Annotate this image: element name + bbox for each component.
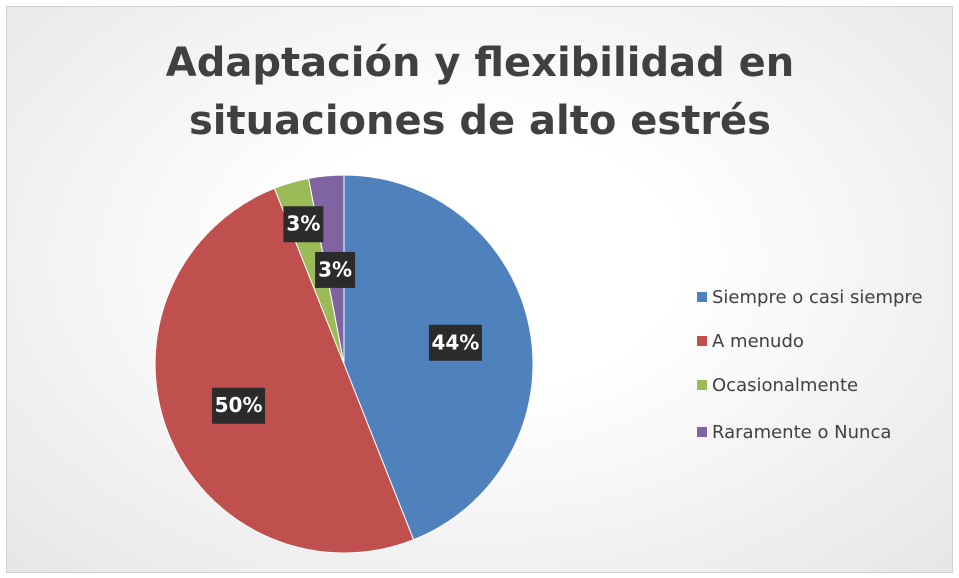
- legend-swatch: [697, 427, 707, 437]
- legend-label: Raramente o Nunca: [712, 422, 891, 443]
- data-label-bg: [315, 251, 356, 288]
- legend-swatch: [697, 292, 707, 302]
- legend-label: Ocasionalmente: [712, 375, 858, 396]
- pie-slice: [154, 187, 415, 554]
- legend-label: Siempre o casi siempre: [712, 287, 923, 308]
- data-label-bg: [212, 387, 266, 424]
- data-label: 50%: [215, 393, 263, 417]
- data-label: 3%: [286, 212, 320, 236]
- legend-swatch: [697, 336, 707, 346]
- legend-label: A menudo: [712, 331, 804, 352]
- data-label: 44%: [431, 330, 479, 354]
- legend-swatch: [697, 380, 707, 390]
- data-label-bg: [283, 206, 324, 243]
- data-label-bg: [428, 324, 482, 361]
- chart-title: Adaptación y flexibilidad en situaciones…: [165, 40, 795, 144]
- data-label: 3%: [318, 257, 352, 281]
